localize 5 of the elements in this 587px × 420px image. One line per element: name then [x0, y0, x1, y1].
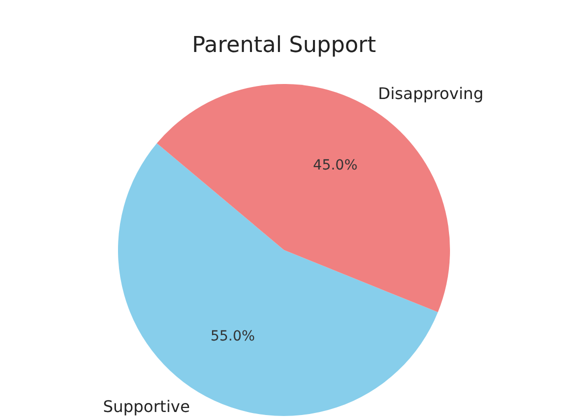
slice-label: Disapproving — [378, 84, 484, 104]
slice-label: Supportive — [102, 397, 190, 416]
data-label: 55.0% — [210, 328, 255, 344]
chart-title: Parental Support — [192, 33, 376, 58]
data-label: 45.0% — [313, 158, 358, 174]
